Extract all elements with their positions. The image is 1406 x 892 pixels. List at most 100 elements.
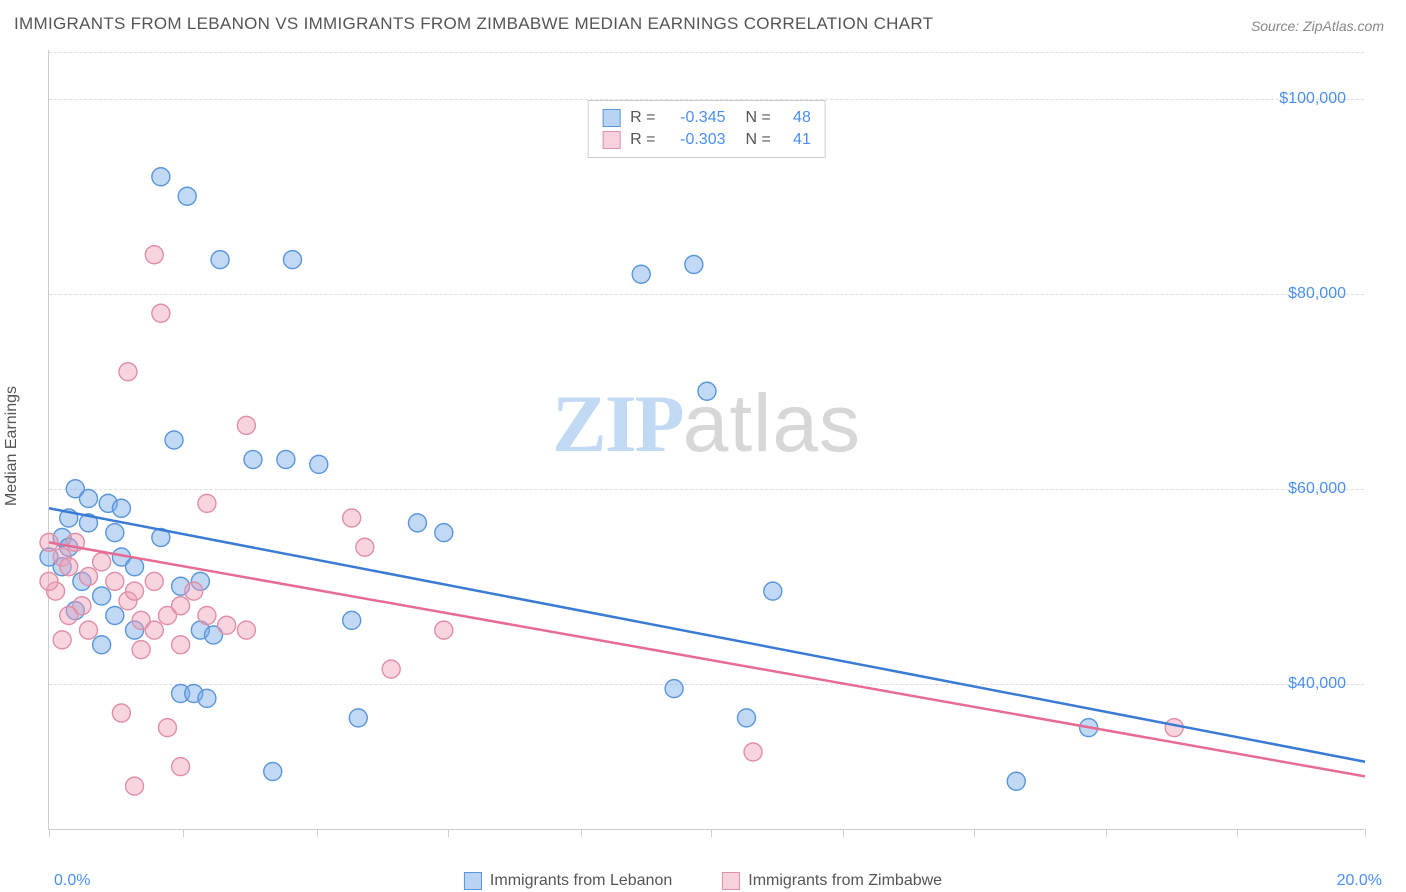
scatter-point [198, 494, 216, 512]
x-tick [49, 829, 50, 837]
scatter-point [237, 621, 255, 639]
scatter-point [744, 743, 762, 761]
x-axis-tick-right: 20.0% [1337, 872, 1382, 890]
legend-swatch-zimbabwe [722, 872, 740, 890]
scatter-point [172, 636, 190, 654]
scatter-point [435, 524, 453, 542]
scatter-point [737, 709, 755, 727]
scatter-point [79, 568, 97, 586]
swatch-lebanon [602, 109, 620, 127]
swatch-zimbabwe [602, 131, 620, 149]
x-tick [843, 829, 844, 837]
x-tick [1106, 829, 1107, 837]
scatter-point [218, 616, 236, 634]
scatter-point [237, 416, 255, 434]
scatter-point [106, 524, 124, 542]
scatter-point [145, 621, 163, 639]
scatter-point [349, 709, 367, 727]
source-label: Source: ZipAtlas.com [1251, 18, 1384, 34]
scatter-point [60, 558, 78, 576]
n-value-zimbabwe: 41 [781, 131, 811, 149]
scatter-point [172, 758, 190, 776]
legend-label-zimbabwe: Immigrants from Zimbabwe [748, 872, 942, 890]
scatter-point [106, 572, 124, 590]
scatter-point [60, 607, 78, 625]
scatter-point [211, 251, 229, 269]
chart-svg [49, 50, 1364, 829]
scatter-point [79, 490, 97, 508]
scatter-point [1007, 772, 1025, 790]
legend-item-lebanon: Immigrants from Lebanon [464, 872, 672, 890]
scatter-point [106, 607, 124, 625]
trend-line [49, 542, 1365, 776]
scatter-point [119, 363, 137, 381]
scatter-point [435, 621, 453, 639]
scatter-point [632, 265, 650, 283]
legend-swatch-lebanon [464, 872, 482, 890]
scatter-point [93, 587, 111, 605]
scatter-point [145, 246, 163, 264]
r-label: R = [630, 109, 655, 127]
scatter-point [408, 514, 426, 532]
r-label: R = [630, 131, 655, 149]
scatter-point [1165, 719, 1183, 737]
stats-row-zimbabwe: R = -0.303 N = 41 [602, 129, 811, 151]
scatter-point [158, 719, 176, 737]
n-label: N = [746, 109, 771, 127]
scatter-point [40, 572, 58, 590]
scatter-point [665, 680, 683, 698]
bottom-legend: Immigrants from Lebanon Immigrants from … [464, 872, 942, 890]
chart-title: IMMIGRANTS FROM LEBANON VS IMMIGRANTS FR… [14, 14, 933, 34]
scatter-point [178, 187, 196, 205]
scatter-point [53, 631, 71, 649]
scatter-point [126, 582, 144, 600]
x-tick [448, 829, 449, 837]
scatter-point [264, 763, 282, 781]
x-tick [317, 829, 318, 837]
scatter-point [152, 168, 170, 186]
r-value-lebanon: -0.345 [666, 109, 726, 127]
scatter-point [685, 256, 703, 274]
plot-area: ZIPatlas $40,000$60,000$80,000$100,000 R… [48, 50, 1364, 830]
r-value-zimbabwe: -0.303 [666, 131, 726, 149]
legend-label-lebanon: Immigrants from Lebanon [490, 872, 672, 890]
scatter-point [126, 777, 144, 795]
scatter-point [152, 304, 170, 322]
x-tick [581, 829, 582, 837]
x-tick [183, 829, 184, 837]
n-value-lebanon: 48 [781, 109, 811, 127]
scatter-point [343, 611, 361, 629]
scatter-point [126, 558, 144, 576]
n-label: N = [746, 131, 771, 149]
scatter-point [79, 621, 97, 639]
scatter-point [283, 251, 301, 269]
y-axis-label: Median Earnings [3, 386, 21, 506]
scatter-point [277, 451, 295, 469]
x-tick [1237, 829, 1238, 837]
scatter-point [145, 572, 163, 590]
scatter-point [93, 636, 111, 654]
scatter-point [343, 509, 361, 527]
stats-legend-box: R = -0.345 N = 48 R = -0.303 N = 41 [587, 100, 826, 158]
scatter-point [93, 553, 111, 571]
x-tick [1365, 829, 1366, 837]
scatter-point [244, 451, 262, 469]
legend-item-zimbabwe: Immigrants from Zimbabwe [722, 872, 942, 890]
scatter-point [132, 641, 150, 659]
scatter-point [112, 704, 130, 722]
scatter-point [198, 689, 216, 707]
scatter-point [112, 499, 130, 517]
scatter-point [198, 607, 216, 625]
scatter-point [185, 582, 203, 600]
scatter-point [356, 538, 374, 556]
scatter-point [764, 582, 782, 600]
x-tick [974, 829, 975, 837]
scatter-point [172, 597, 190, 615]
scatter-point [165, 431, 183, 449]
x-axis-tick-left: 0.0% [54, 872, 90, 890]
scatter-point [382, 660, 400, 678]
stats-row-lebanon: R = -0.345 N = 48 [602, 107, 811, 129]
scatter-point [310, 455, 328, 473]
x-tick [711, 829, 712, 837]
scatter-point [698, 382, 716, 400]
